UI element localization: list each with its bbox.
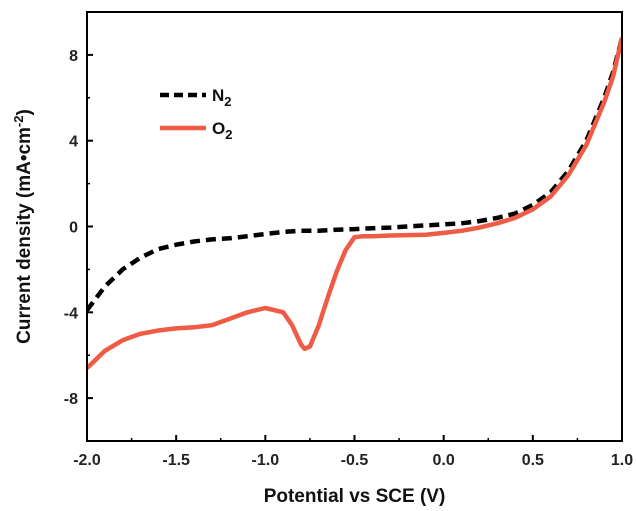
y-axis-title-main: Current density (mA•cm bbox=[14, 127, 35, 344]
legend-label-sub: 2 bbox=[224, 94, 231, 109]
legend-label-main: O bbox=[212, 119, 225, 138]
y-axis-title-sup: -2 bbox=[11, 116, 26, 128]
y-tick-label: 0 bbox=[69, 220, 78, 237]
series-lines bbox=[87, 37, 622, 370]
x-tick-label: 1.0 bbox=[611, 452, 633, 469]
y-tick-label: 8 bbox=[69, 48, 78, 65]
x-tick-label: -0.5 bbox=[341, 452, 369, 469]
series-line-o2 bbox=[87, 37, 622, 370]
legend-label-main: N bbox=[212, 86, 224, 105]
series-line-n2 bbox=[87, 37, 622, 312]
axis-ticks: -2.0 -1.5 -1.0 -0.5 0.0 0.5 1.0 -8 -4 0 4 8 bbox=[64, 48, 633, 469]
plot-border bbox=[86, 11, 623, 442]
y-tick-label: -8 bbox=[64, 391, 78, 408]
x-tick-label: -1.5 bbox=[162, 452, 190, 469]
x-tick-label: -2.0 bbox=[73, 452, 101, 469]
x-tick-label: -1.0 bbox=[252, 452, 280, 469]
legend-label-sub: 2 bbox=[225, 127, 232, 142]
x-axis-title: Potential vs SCE (V) bbox=[264, 486, 446, 507]
plot-frame bbox=[86, 11, 623, 442]
legend-label-o2: O2 bbox=[212, 119, 232, 142]
x-tick-label: 0.0 bbox=[433, 452, 455, 469]
y-tick-label: -4 bbox=[64, 305, 78, 322]
y-tick-label: 4 bbox=[69, 134, 78, 151]
legend-label-n2: N2 bbox=[212, 86, 232, 109]
axis-titles: Potential vs SCE (V) Current density (mA•… bbox=[11, 109, 445, 507]
x-tick-label: 0.5 bbox=[522, 452, 544, 469]
y-axis-title-end: ) bbox=[14, 109, 35, 115]
y-axis-title: Current density (mA•cm-2) bbox=[11, 109, 35, 344]
